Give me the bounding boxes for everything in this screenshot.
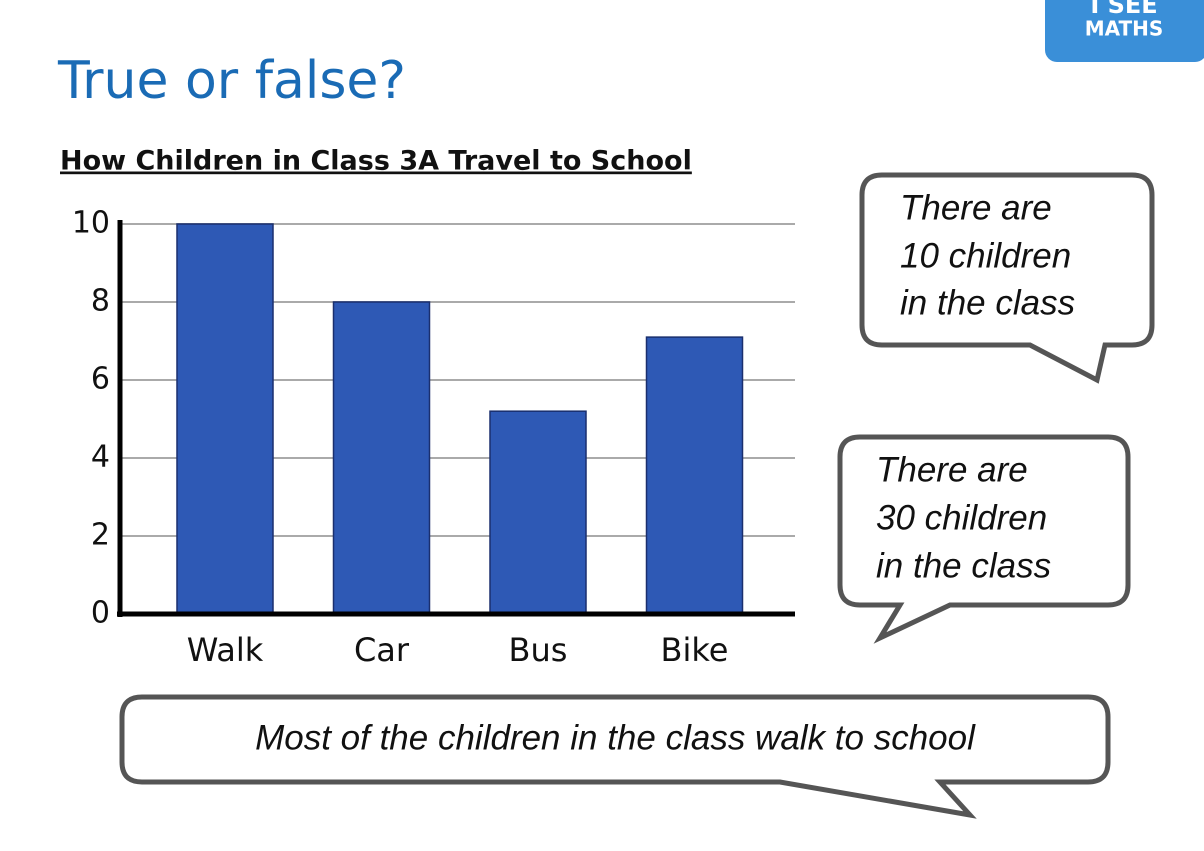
y-tick-label: 10: [72, 206, 110, 241]
logo-text: I SEE: [1090, 0, 1157, 19]
y-tick-label: 4: [91, 440, 110, 475]
speech-bubble: [837, 434, 1131, 644]
x-tick-label: Bike: [661, 631, 729, 669]
chart-title: How Children in Class 3A Travel to Schoo…: [60, 146, 692, 177]
x-tick-label: Bus: [509, 631, 568, 669]
bubble-text: in the class: [876, 546, 1051, 585]
y-tick-label: 6: [91, 362, 110, 397]
bar: [176, 223, 274, 615]
x-tick-label: Car: [354, 631, 410, 669]
bubble-text: 30 children: [876, 498, 1047, 537]
y-tick-label: 8: [91, 284, 110, 319]
bar: [489, 410, 587, 615]
bubble-text: 10 children: [900, 236, 1071, 275]
bar: [332, 301, 431, 615]
y-tick-label: 0: [91, 596, 110, 631]
speech-bubble: [859, 172, 1155, 384]
bubble-text: in the class: [900, 283, 1075, 322]
chart: 0 2 4 6 8 10 Walk Car Bus Bike: [72, 206, 795, 669]
bubble-text: Most of the children in the class walk t…: [255, 718, 976, 757]
bubble-text: There are: [900, 188, 1052, 227]
logo-text: MATHS: [1085, 17, 1164, 41]
bar: [645, 336, 744, 615]
y-tick-label: 2: [91, 518, 110, 553]
speech-bubble: [119, 694, 1111, 819]
x-tick-label: Walk: [187, 631, 264, 669]
logo-badge: [1045, 0, 1204, 62]
bubble-text: There are: [876, 450, 1028, 489]
heading: True or false?: [57, 51, 406, 111]
